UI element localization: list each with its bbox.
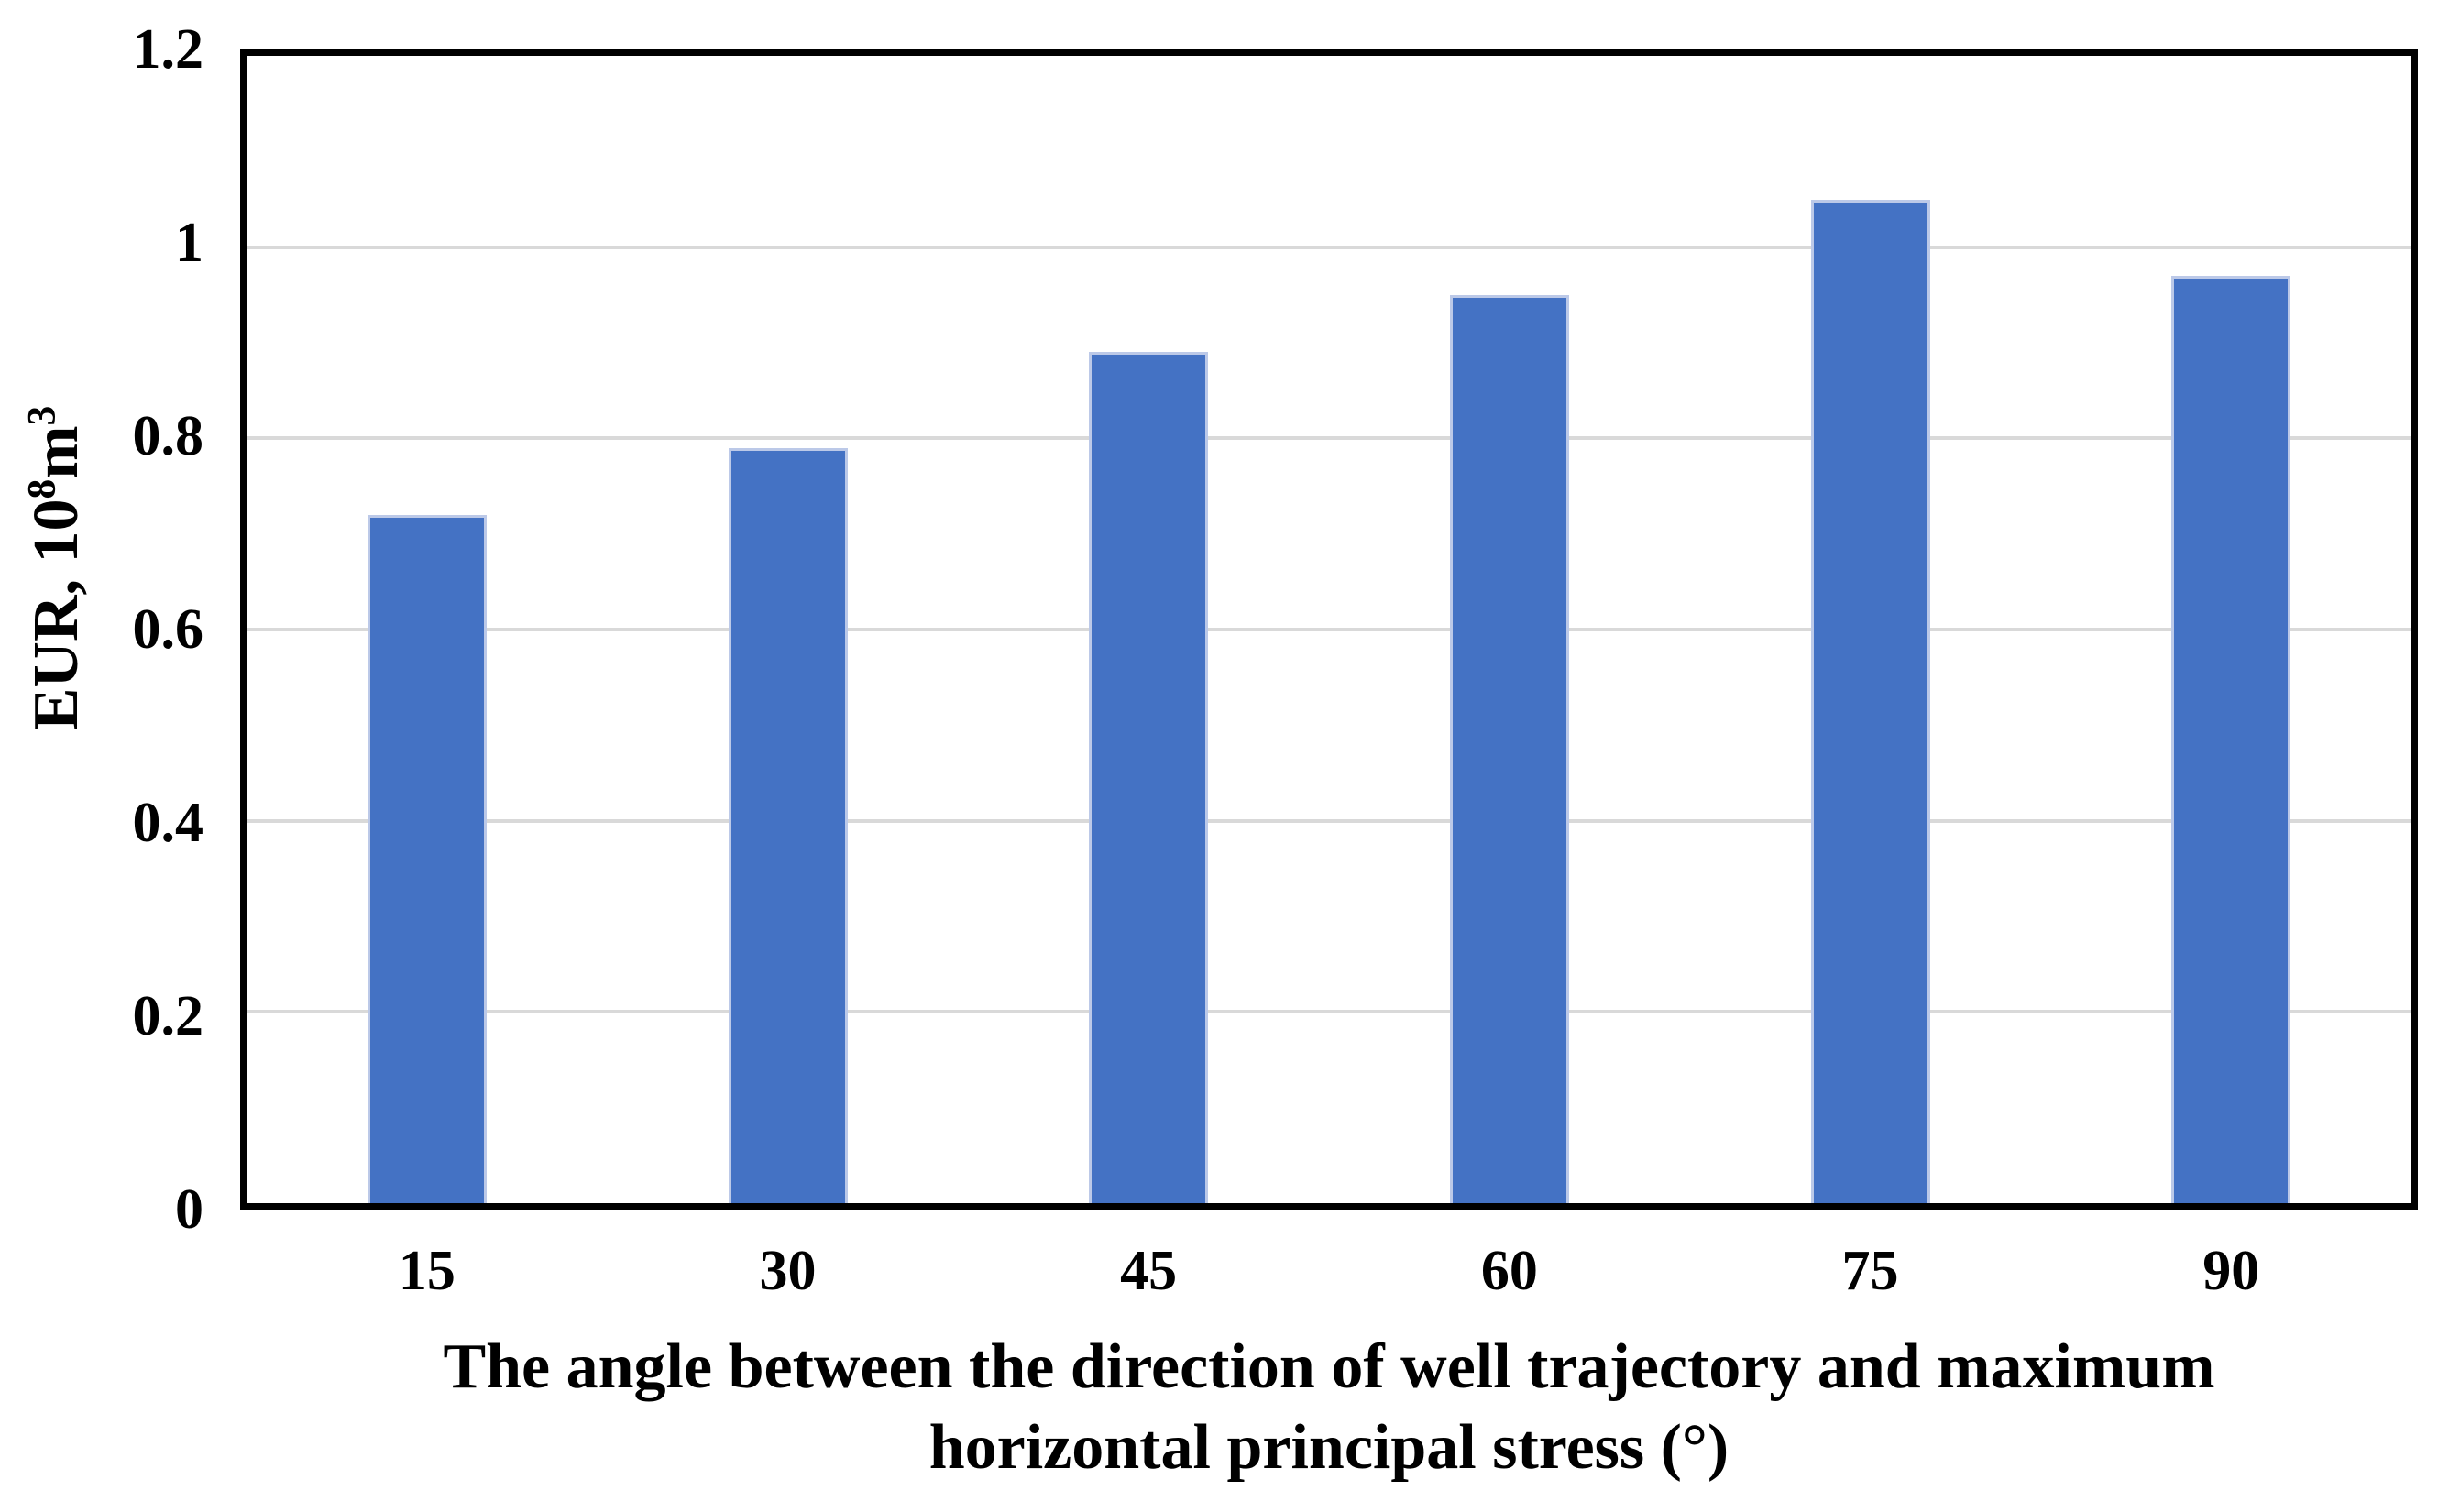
y-tick-label-1: 1 [175, 211, 203, 274]
gridline-y-0.2 [247, 1010, 2411, 1014]
y-tick-label-0.4: 0.4 [132, 791, 204, 854]
x-tick-label-45: 45 [1120, 1240, 1178, 1302]
x-tick-label-60: 60 [1480, 1240, 1538, 1302]
x-tick-label-30: 30 [759, 1240, 817, 1302]
y-tick-label-0.6: 0.6 [132, 598, 204, 661]
x-tick-label-75: 75 [1841, 1240, 1899, 1302]
bar-90-deg [2171, 275, 2291, 1203]
bar-slot-15 [247, 56, 608, 1203]
bars-layer [247, 56, 2411, 1203]
gridline-y-0.6 [247, 628, 2411, 631]
bar-slot-45 [968, 56, 1329, 1203]
gridlines-layer [247, 56, 2411, 1203]
gridline-y-0.8 [247, 436, 2411, 441]
gridline-y-0.4 [247, 818, 2411, 823]
bar-75-deg [1810, 199, 1930, 1203]
bar-45-deg [1089, 352, 1209, 1203]
bar-slot-75 [1690, 56, 2051, 1203]
x-axis-title-line1: The angle between the direction of well … [443, 1331, 2215, 1402]
bar-60-deg [1449, 294, 1569, 1203]
y-axis-title-superscript-3: 3 [19, 405, 64, 426]
y-tick-label-0.2: 0.2 [132, 985, 204, 1047]
x-axis-title: The angle between the direction of well … [247, 1327, 2411, 1488]
bar-slot-30 [608, 56, 969, 1203]
bar-30-deg [728, 447, 848, 1203]
y-axis-title-superscript-8: 8 [19, 478, 64, 499]
y-axis-tick-labels: 1.2 1 0.8 0.6 0.4 0.2 0 [0, 18, 204, 1241]
y-tick-label-1.2: 1.2 [132, 18, 204, 81]
gridline-y-1 [247, 245, 2411, 249]
x-tick-label-90: 90 [2202, 1240, 2260, 1302]
y-tick-label-0: 0 [175, 1178, 203, 1241]
bar-slot-60 [1329, 56, 1690, 1203]
y-axis-title: EUR, 108m3 [20, 406, 93, 731]
x-axis-tick-labels: 15 30 45 60 75 90 [247, 1239, 2411, 1303]
x-tick-label-15: 15 [398, 1240, 456, 1302]
y-axis-title-prefix: EUR, 10 [21, 499, 92, 731]
plot-area [240, 49, 2418, 1210]
bar-15-deg [367, 514, 487, 1203]
y-axis-title-unit: m [21, 425, 92, 479]
y-tick-label-0.8: 0.8 [132, 404, 204, 467]
bar-slot-90 [2050, 56, 2411, 1203]
x-axis-title-line2: horizontal principal stress (°) [928, 1412, 1730, 1483]
